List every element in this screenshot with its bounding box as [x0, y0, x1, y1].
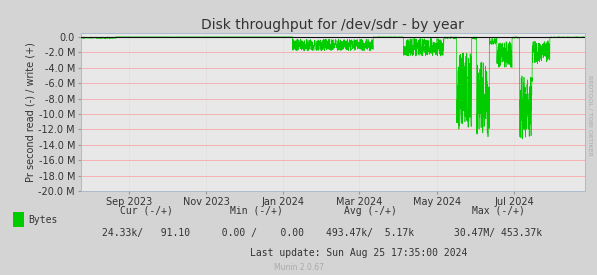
Text: 493.47k/  5.17k: 493.47k/ 5.17k — [326, 228, 414, 238]
Text: Avg (-/+): Avg (-/+) — [344, 206, 396, 216]
Text: Max (-/+): Max (-/+) — [472, 206, 525, 216]
Title: Disk throughput for /dev/sdr - by year: Disk throughput for /dev/sdr - by year — [201, 18, 464, 32]
Text: 30.47M/ 453.37k: 30.47M/ 453.37k — [454, 228, 543, 238]
Text: Min (-/+): Min (-/+) — [230, 206, 283, 216]
Y-axis label: Pr second read (-) / write (+): Pr second read (-) / write (+) — [26, 42, 36, 182]
Text: Bytes: Bytes — [29, 215, 58, 225]
Text: 0.00 /    0.00: 0.00 / 0.00 — [210, 228, 304, 238]
Text: 24.33k/   91.10: 24.33k/ 91.10 — [102, 228, 190, 238]
Text: Cur (-/+): Cur (-/+) — [120, 206, 173, 216]
Text: Munin 2.0.67: Munin 2.0.67 — [273, 263, 324, 272]
Text: Last update: Sun Aug 25 17:35:00 2024: Last update: Sun Aug 25 17:35:00 2024 — [250, 248, 467, 258]
Text: RRDTOOL / TOBI OETIKER: RRDTOOL / TOBI OETIKER — [588, 75, 593, 156]
